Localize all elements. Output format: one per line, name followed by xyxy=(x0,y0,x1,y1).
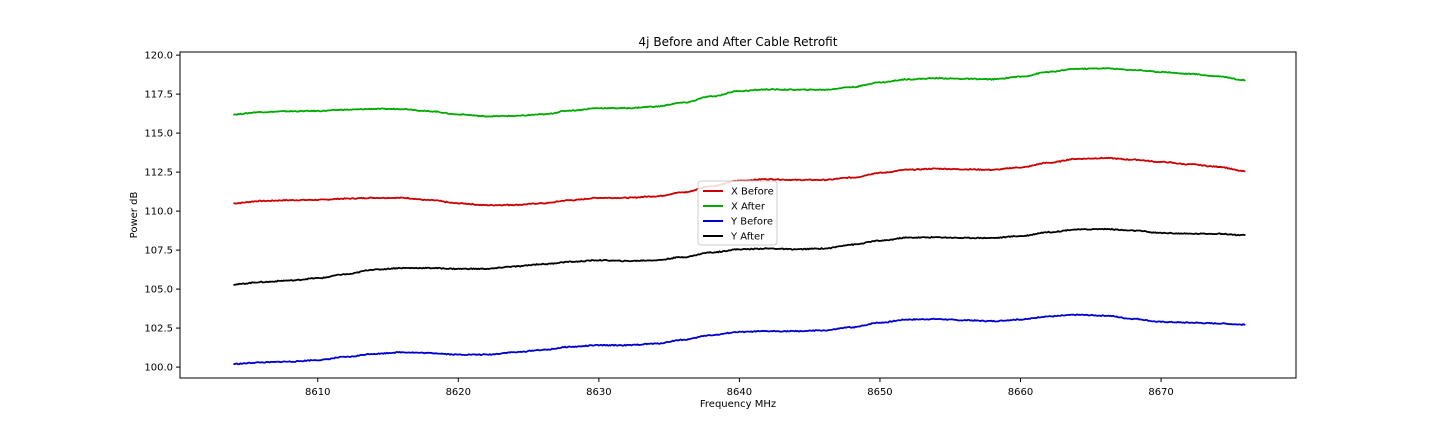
y-tick-label: 102.5 xyxy=(144,324,173,335)
x-tick-label: 8660 xyxy=(1008,387,1033,398)
series-line xyxy=(233,67,1246,118)
x-tick-label: 8670 xyxy=(1148,387,1173,398)
series-line xyxy=(233,227,1246,286)
y-tick-label: 120.0 xyxy=(144,51,173,62)
y-axis-ticks: 100.0 102.5 105.0 107.5 110.0 112.5 115.0 117.5… xyxy=(144,51,180,374)
y-tick-label: 105.0 xyxy=(144,285,173,296)
y-tick-label: 112.5 xyxy=(144,168,173,179)
x-tick-label: 8630 xyxy=(586,387,611,398)
y-tick-label: 110.0 xyxy=(144,207,173,218)
y-tick-label: 115.0 xyxy=(144,129,173,140)
y-axis-label: Power dB xyxy=(129,192,140,239)
x-tick-label: 8650 xyxy=(867,387,892,398)
legend: X Before X After Y Before Y After xyxy=(697,180,778,246)
x-tick-label: 8640 xyxy=(727,387,752,398)
legend-box xyxy=(697,180,778,246)
legend-label: Y Before xyxy=(730,217,773,228)
y-tick-label: 117.5 xyxy=(144,90,173,101)
chart-title: 4j Before and After Cable Retrofit xyxy=(639,35,838,49)
x-tick-label: 8610 xyxy=(305,387,330,398)
x-tick-label: 8620 xyxy=(446,387,471,398)
legend-label: X Before xyxy=(731,187,774,198)
series-line xyxy=(233,313,1246,366)
y-tick-label: 100.0 xyxy=(144,363,173,374)
legend-label: Y After xyxy=(730,232,765,243)
x-axis-label: Frequency MHz xyxy=(700,399,776,410)
legend-label: X After xyxy=(731,202,766,213)
y-tick-label: 107.5 xyxy=(144,246,173,257)
x-axis-ticks: 8610 8620 8630 8640 8650 8660 8670 xyxy=(305,378,1174,398)
